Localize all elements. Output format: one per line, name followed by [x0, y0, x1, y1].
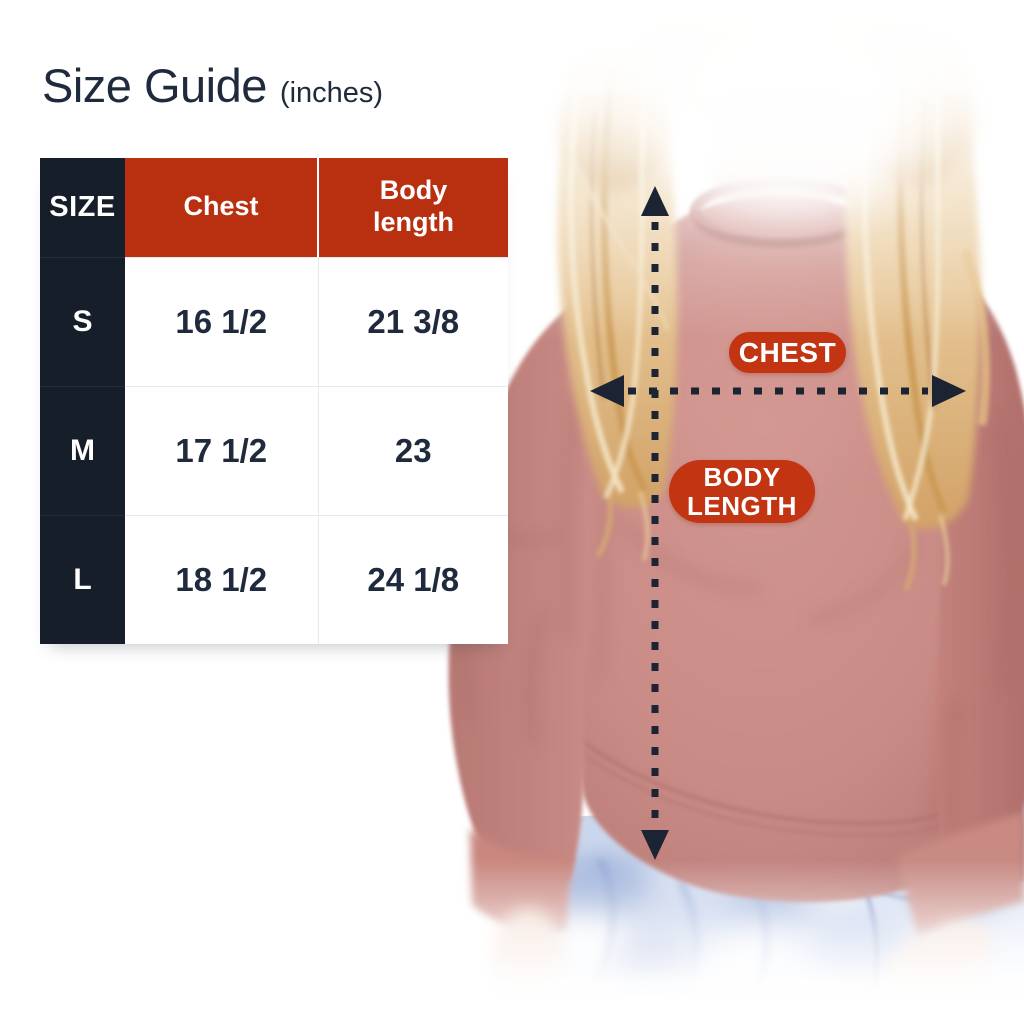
chest-arrow	[590, 375, 966, 407]
size-label-l: L	[40, 514, 125, 644]
column-header-size: SIZE	[40, 158, 125, 257]
body-length-arrow	[641, 186, 669, 860]
sweatshirt-torso	[571, 196, 994, 903]
chest-value-s: 16 1/2	[125, 256, 318, 386]
chest-value-l: 18 1/2	[125, 514, 318, 644]
body-length-label-line2: LENGTH	[687, 490, 797, 521]
body-length-value-m: 23	[317, 385, 508, 515]
chest-value-m: 17 1/2	[125, 385, 318, 515]
body-length-measurement-label: BODY LENGTH	[669, 460, 815, 523]
arrowhead-left	[590, 375, 624, 407]
body-length-label-line1: BODY	[703, 462, 781, 493]
arrowhead-down	[641, 830, 669, 860]
column-header-chest: Chest	[125, 158, 318, 257]
chest-label-text: CHEST	[738, 336, 837, 368]
title-unit: (inches)	[279, 77, 384, 109]
title-text: Size Guide	[42, 59, 267, 112]
size-table-header-row: SIZE Chest Body length	[40, 158, 508, 257]
page-title: Size Guide (inches)	[42, 58, 383, 113]
sweatshirt-collar	[690, 177, 872, 247]
size-label-m: M	[40, 385, 125, 515]
table-row-m: M 17 1/2 23	[40, 385, 508, 515]
table-row-l: L 18 1/2 24 1/8	[40, 514, 508, 644]
body-length-value-s: 21 3/8	[317, 256, 508, 386]
model-neck	[716, 20, 852, 216]
arrowhead-up	[641, 186, 669, 216]
size-label-s: S	[40, 256, 125, 386]
table-row-s: S 16 1/2 21 3/8	[40, 256, 508, 386]
tie-dye-jeans	[540, 778, 1024, 1005]
chest-measurement-label: CHEST	[729, 332, 846, 373]
body-length-value-l: 24 1/8	[317, 514, 508, 644]
column-header-body-length: Body length	[317, 158, 508, 257]
arrowhead-right	[932, 375, 966, 407]
right-sleeve	[883, 250, 1024, 1024]
size-table: SIZE Chest Body length S 16 1/2 21 3/8 M…	[40, 158, 508, 644]
